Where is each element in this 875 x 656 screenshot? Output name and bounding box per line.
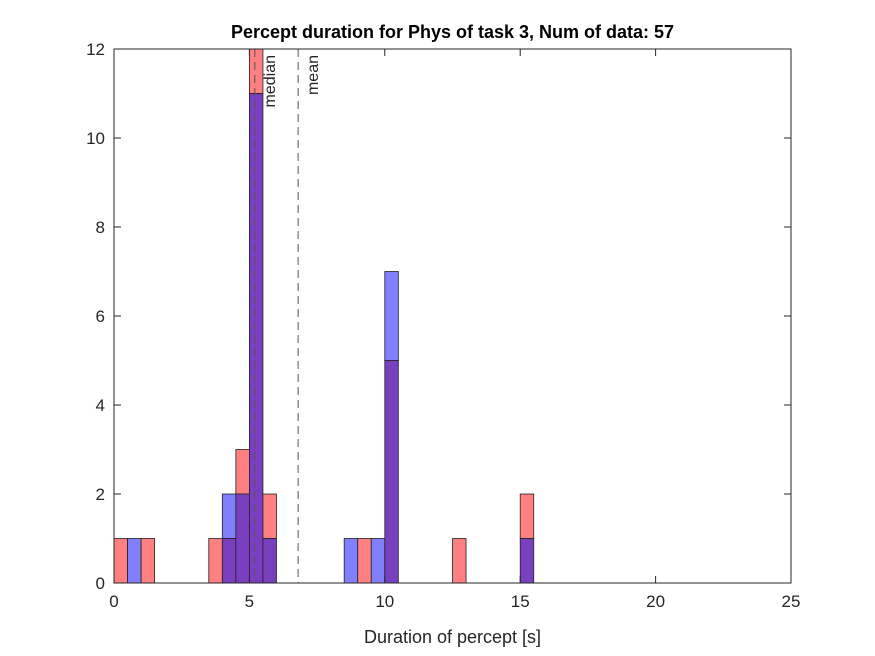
histogram-bar	[343, 538, 359, 584]
histogram-bar	[370, 538, 386, 584]
mean-label: mean	[305, 55, 322, 95]
ticks-layer: 0 5 10 15 20 25 0 2 4 6 8 10 12	[86, 40, 800, 611]
histogram-bar	[235, 449, 250, 495]
histogram-bar	[262, 493, 277, 539]
y-tick-label: 10	[86, 129, 105, 148]
median-label: median	[262, 55, 279, 107]
y-tick-label: 12	[86, 40, 105, 59]
x-tick-label: 25	[782, 592, 801, 611]
histogram-bar	[221, 493, 237, 539]
x-tick-label: 10	[375, 592, 394, 611]
histogram-bar	[208, 538, 223, 584]
x-tick-label: 0	[109, 592, 118, 611]
y-tick-label: 6	[96, 307, 105, 326]
plot-area	[114, 49, 791, 583]
reference-lines-layer: median mean	[254, 49, 322, 583]
histogram-bar-overlap	[384, 360, 399, 584]
x-tick-label: 20	[646, 592, 665, 611]
y-tick-label: 2	[96, 485, 105, 504]
bars-layer	[113, 48, 535, 584]
chart-title: Percept duration for Phys of task 3, Num…	[231, 22, 674, 42]
histogram-bar-overlap	[235, 493, 250, 584]
histogram-bar	[113, 538, 128, 584]
histogram-bar	[357, 538, 372, 584]
x-tick-label: 5	[245, 592, 254, 611]
histogram-bar-overlap	[248, 93, 264, 584]
histogram-bar	[384, 271, 399, 361]
histogram-bar-overlap	[221, 538, 237, 584]
x-tick-label: 15	[511, 592, 530, 611]
histogram-bar	[127, 538, 142, 584]
x-axis-title: Duration of percept [s]	[364, 627, 541, 647]
y-tick-label: 8	[96, 218, 105, 237]
y-tick-label: 4	[96, 396, 105, 415]
histogram-bar-overlap	[519, 538, 535, 584]
histogram-bar	[452, 538, 467, 584]
histogram-bar	[519, 493, 535, 539]
histogram-bar	[140, 538, 156, 584]
histogram-bar-overlap	[262, 538, 277, 584]
y-tick-label: 0	[96, 574, 105, 593]
